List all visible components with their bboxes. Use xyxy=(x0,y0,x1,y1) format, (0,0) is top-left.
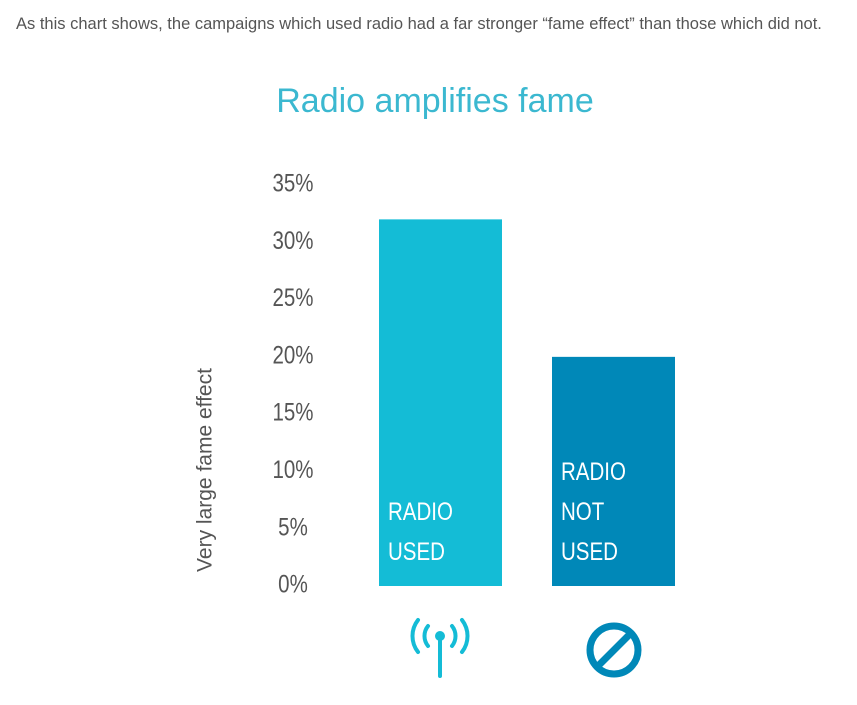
chart-title: Radio amplifies fame xyxy=(276,82,593,120)
y-axis-label: Very large fame effect xyxy=(194,368,217,572)
intro-text: As this chart shows, the campaigns which… xyxy=(16,15,822,33)
y-tick-label: 0% xyxy=(278,570,308,598)
bar xyxy=(552,356,675,586)
y-tick-label: 25% xyxy=(272,283,313,311)
category-label: RADIO NOT USED xyxy=(561,458,626,566)
y-tick-label: 5% xyxy=(278,512,308,540)
y-tick-label: 10% xyxy=(272,455,313,483)
category-label: RADIO USED xyxy=(388,498,453,566)
y-tick-label: 35% xyxy=(272,169,313,197)
bar xyxy=(379,219,502,586)
y-tick-label: 30% xyxy=(272,226,313,254)
no-icon xyxy=(586,622,642,678)
y-tick-label: 15% xyxy=(272,398,313,426)
radio-icon xyxy=(410,618,470,678)
y-tick-label: 20% xyxy=(272,340,313,368)
